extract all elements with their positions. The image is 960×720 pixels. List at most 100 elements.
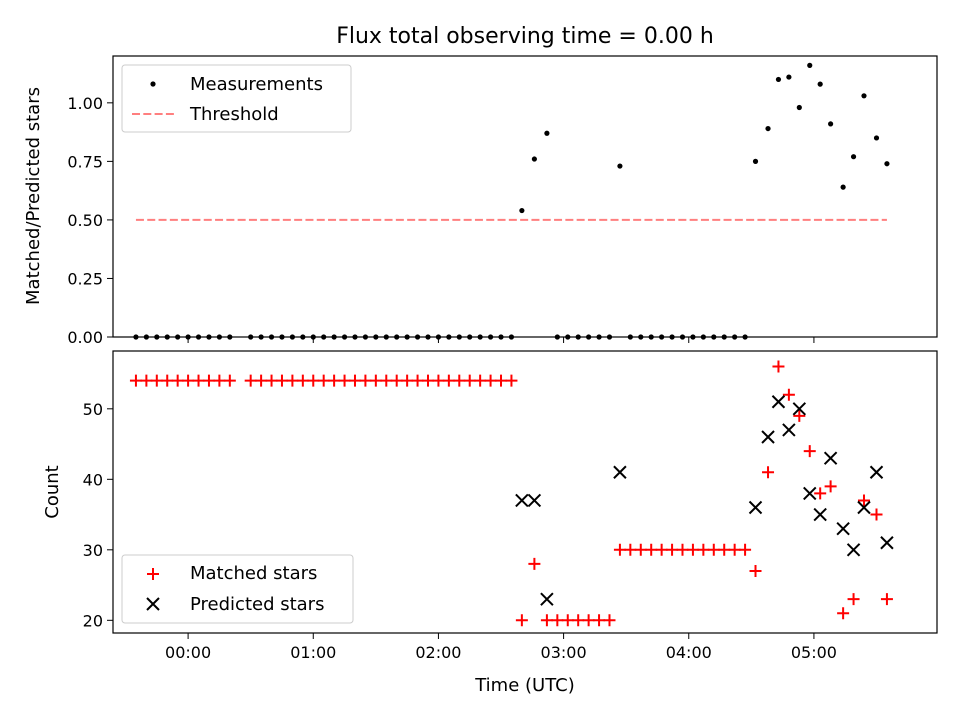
measurement-point <box>873 135 880 141</box>
top-panel: 0.00 0.25 0.50 0.75 1.00 Matched/Predicted s… <box>23 55 938 347</box>
measurement-point <box>828 121 834 127</box>
bottom-legend: Matched stars Predicted stars <box>121 554 354 624</box>
predicted-star-marker <box>771 395 786 409</box>
matched-star-marker <box>624 543 637 556</box>
matched-star-marker <box>474 374 487 387</box>
bottom-y-tick-label: 30 <box>83 541 103 560</box>
matched-star-marker <box>421 374 434 387</box>
x-tick-label: 00:00 <box>165 643 211 662</box>
matched-star-marker <box>666 543 679 556</box>
bottom-y-tick-label: 20 <box>83 611 103 630</box>
matched-star-marker <box>495 374 508 387</box>
legend-measurements-label: Measurements <box>190 74 323 95</box>
matched-star-marker <box>707 543 720 556</box>
matched-star-marker <box>442 374 455 387</box>
matched-star-marker <box>515 614 528 627</box>
legend-predicted-marker <box>146 597 160 611</box>
matched-star-marker <box>572 614 585 627</box>
matched-star-marker <box>505 374 518 387</box>
matched-star-marker <box>463 374 476 387</box>
matched-star-marker <box>870 508 883 521</box>
predicted-star-marker <box>515 493 529 508</box>
matched-star-marker <box>296 374 309 387</box>
matched-star-marker <box>202 374 215 387</box>
matched-star-marker <box>140 374 153 387</box>
top-y-tick-label: 1.00 <box>67 94 103 113</box>
matched-star-marker <box>686 543 699 556</box>
measurement-point <box>544 130 550 136</box>
top-y-axis-label: Matched/Predicted stars <box>23 87 44 305</box>
bottom-y-axis-ticks: 20 30 40 50 <box>83 400 113 630</box>
matched-star-marker <box>803 445 816 458</box>
matched-star-marker <box>432 374 445 387</box>
top-axes-frame <box>112 55 938 338</box>
top-legend-frame <box>121 64 352 133</box>
measurement-point <box>519 207 525 214</box>
x-tick-label: 03:00 <box>541 643 587 662</box>
x-tick-label: 01:00 <box>290 643 336 662</box>
matched-star-marker <box>359 374 372 387</box>
x-tick-label: 04:00 <box>666 643 712 662</box>
matched-star-marker <box>880 593 893 606</box>
matched-star-marker <box>390 374 403 387</box>
matched-star-marker <box>837 607 850 620</box>
measurement-point <box>531 156 537 162</box>
matched-star-marker <box>728 543 741 556</box>
legend-threshold-label: Threshold <box>189 104 279 125</box>
x-tick-label: 05:00 <box>791 643 837 662</box>
top-legend: Measurements Threshold <box>121 64 352 133</box>
chart-title: Flux total observing time = 0.00 h <box>336 24 714 49</box>
matched-star-marker <box>655 543 668 556</box>
top-y-axis-ticks: 0.00 0.25 0.50 0.75 1.00 <box>67 94 113 347</box>
predicted-star-marker <box>846 543 861 557</box>
matched-star-marker <box>182 374 195 387</box>
measurement-point <box>752 158 759 164</box>
predicted-star-marker <box>792 402 807 416</box>
top-y-tick-label: 0.50 <box>67 211 103 230</box>
matched-star-marker <box>824 480 837 493</box>
bottom-y-tick-label: 50 <box>83 400 103 419</box>
matched-star-marker <box>634 543 647 556</box>
predicted-star-marker <box>869 465 884 479</box>
matched-star-marker <box>161 374 174 387</box>
matched-star-marker <box>223 374 236 387</box>
matched-star-marker <box>192 374 205 387</box>
predicted-star-marker <box>836 521 850 536</box>
top-y-tick-label: 0.75 <box>67 152 103 171</box>
matched-star-marker <box>582 614 595 627</box>
measurement-point <box>796 104 802 111</box>
matched-star-marker <box>129 374 142 387</box>
legend-matched-label: Matched stars <box>190 563 317 584</box>
matched-star-marker <box>171 374 184 387</box>
predicted-star-marker <box>782 423 796 437</box>
matched-star-marker <box>411 374 424 387</box>
matched-star-marker <box>857 494 870 507</box>
predicted-star-marker <box>813 507 827 522</box>
predicted-star-marker <box>823 451 838 465</box>
matched-star-marker <box>718 543 731 556</box>
matched-star-marker <box>338 374 351 387</box>
x-tick-label: 02:00 <box>415 643 461 662</box>
top-y-tick-label: 0.25 <box>67 269 103 288</box>
bottom-legend-frame <box>121 554 354 624</box>
legend-predicted-label: Predicted stars <box>190 594 324 615</box>
matched-star-marker <box>453 374 466 387</box>
legend-matched-marker <box>147 568 159 580</box>
top-data-marks <box>133 62 890 340</box>
matched-star-marker <box>739 543 752 556</box>
measurement-point <box>807 62 813 68</box>
bottom-axes-frame <box>112 350 938 634</box>
matched-star-marker <box>286 374 299 387</box>
top-x-axis-ticks <box>187 337 815 343</box>
measurement-point <box>617 163 623 169</box>
matched-star-marker <box>676 543 689 556</box>
matched-star-marker <box>307 374 320 387</box>
matched-star-marker <box>772 360 785 373</box>
matched-star-marker <box>697 543 710 556</box>
matched-star-marker <box>782 388 795 401</box>
matched-star-marker <box>275 374 288 387</box>
bottom-x-axis-ticks: 00:00 01:00 02:00 03:00 04:00 05:00 <box>165 633 837 662</box>
bottom-data-marks <box>129 360 894 627</box>
